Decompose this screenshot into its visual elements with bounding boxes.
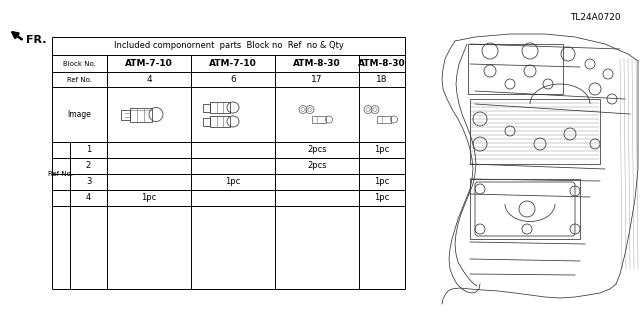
- Text: 1pc: 1pc: [374, 145, 390, 154]
- Text: 2pcs: 2pcs: [307, 145, 327, 154]
- Bar: [470, 179, 580, 239]
- Text: 1: 1: [86, 145, 91, 154]
- Text: ATM-7-10: ATM-7-10: [209, 59, 257, 68]
- Bar: [312, 115, 326, 122]
- Bar: [210, 116, 230, 127]
- Text: 1pc: 1pc: [225, 177, 241, 187]
- Text: 17: 17: [311, 75, 323, 84]
- Text: 1pc: 1pc: [141, 194, 157, 203]
- Text: 6: 6: [230, 75, 236, 84]
- Text: ATM-8-30: ATM-8-30: [293, 59, 341, 68]
- Text: 4: 4: [146, 75, 152, 84]
- Text: 3: 3: [86, 177, 91, 187]
- Text: 4: 4: [86, 194, 91, 203]
- Text: 1pc: 1pc: [374, 177, 390, 187]
- Bar: [210, 102, 230, 113]
- Text: Included componornent  parts  Block no  Ref  no & Qty: Included componornent parts Block no Ref…: [113, 41, 344, 50]
- Text: Ref No.: Ref No.: [49, 171, 74, 177]
- Bar: [130, 108, 152, 122]
- Text: TL24A0720: TL24A0720: [570, 13, 620, 22]
- Text: ATM-8-30: ATM-8-30: [358, 59, 406, 68]
- Bar: [468, 44, 563, 94]
- Bar: [377, 115, 391, 122]
- Bar: [203, 117, 210, 125]
- Bar: [470, 99, 600, 164]
- Text: Ref No.: Ref No.: [67, 77, 92, 83]
- Text: FR.: FR.: [26, 35, 47, 45]
- Text: Image: Image: [68, 110, 92, 119]
- Text: 2pcs: 2pcs: [307, 161, 327, 170]
- Text: 18: 18: [376, 75, 388, 84]
- Text: Block No.: Block No.: [63, 61, 96, 66]
- Text: 2: 2: [86, 161, 91, 170]
- Text: 1pc: 1pc: [374, 194, 390, 203]
- Bar: [203, 103, 210, 112]
- Text: ATM-7-10: ATM-7-10: [125, 59, 173, 68]
